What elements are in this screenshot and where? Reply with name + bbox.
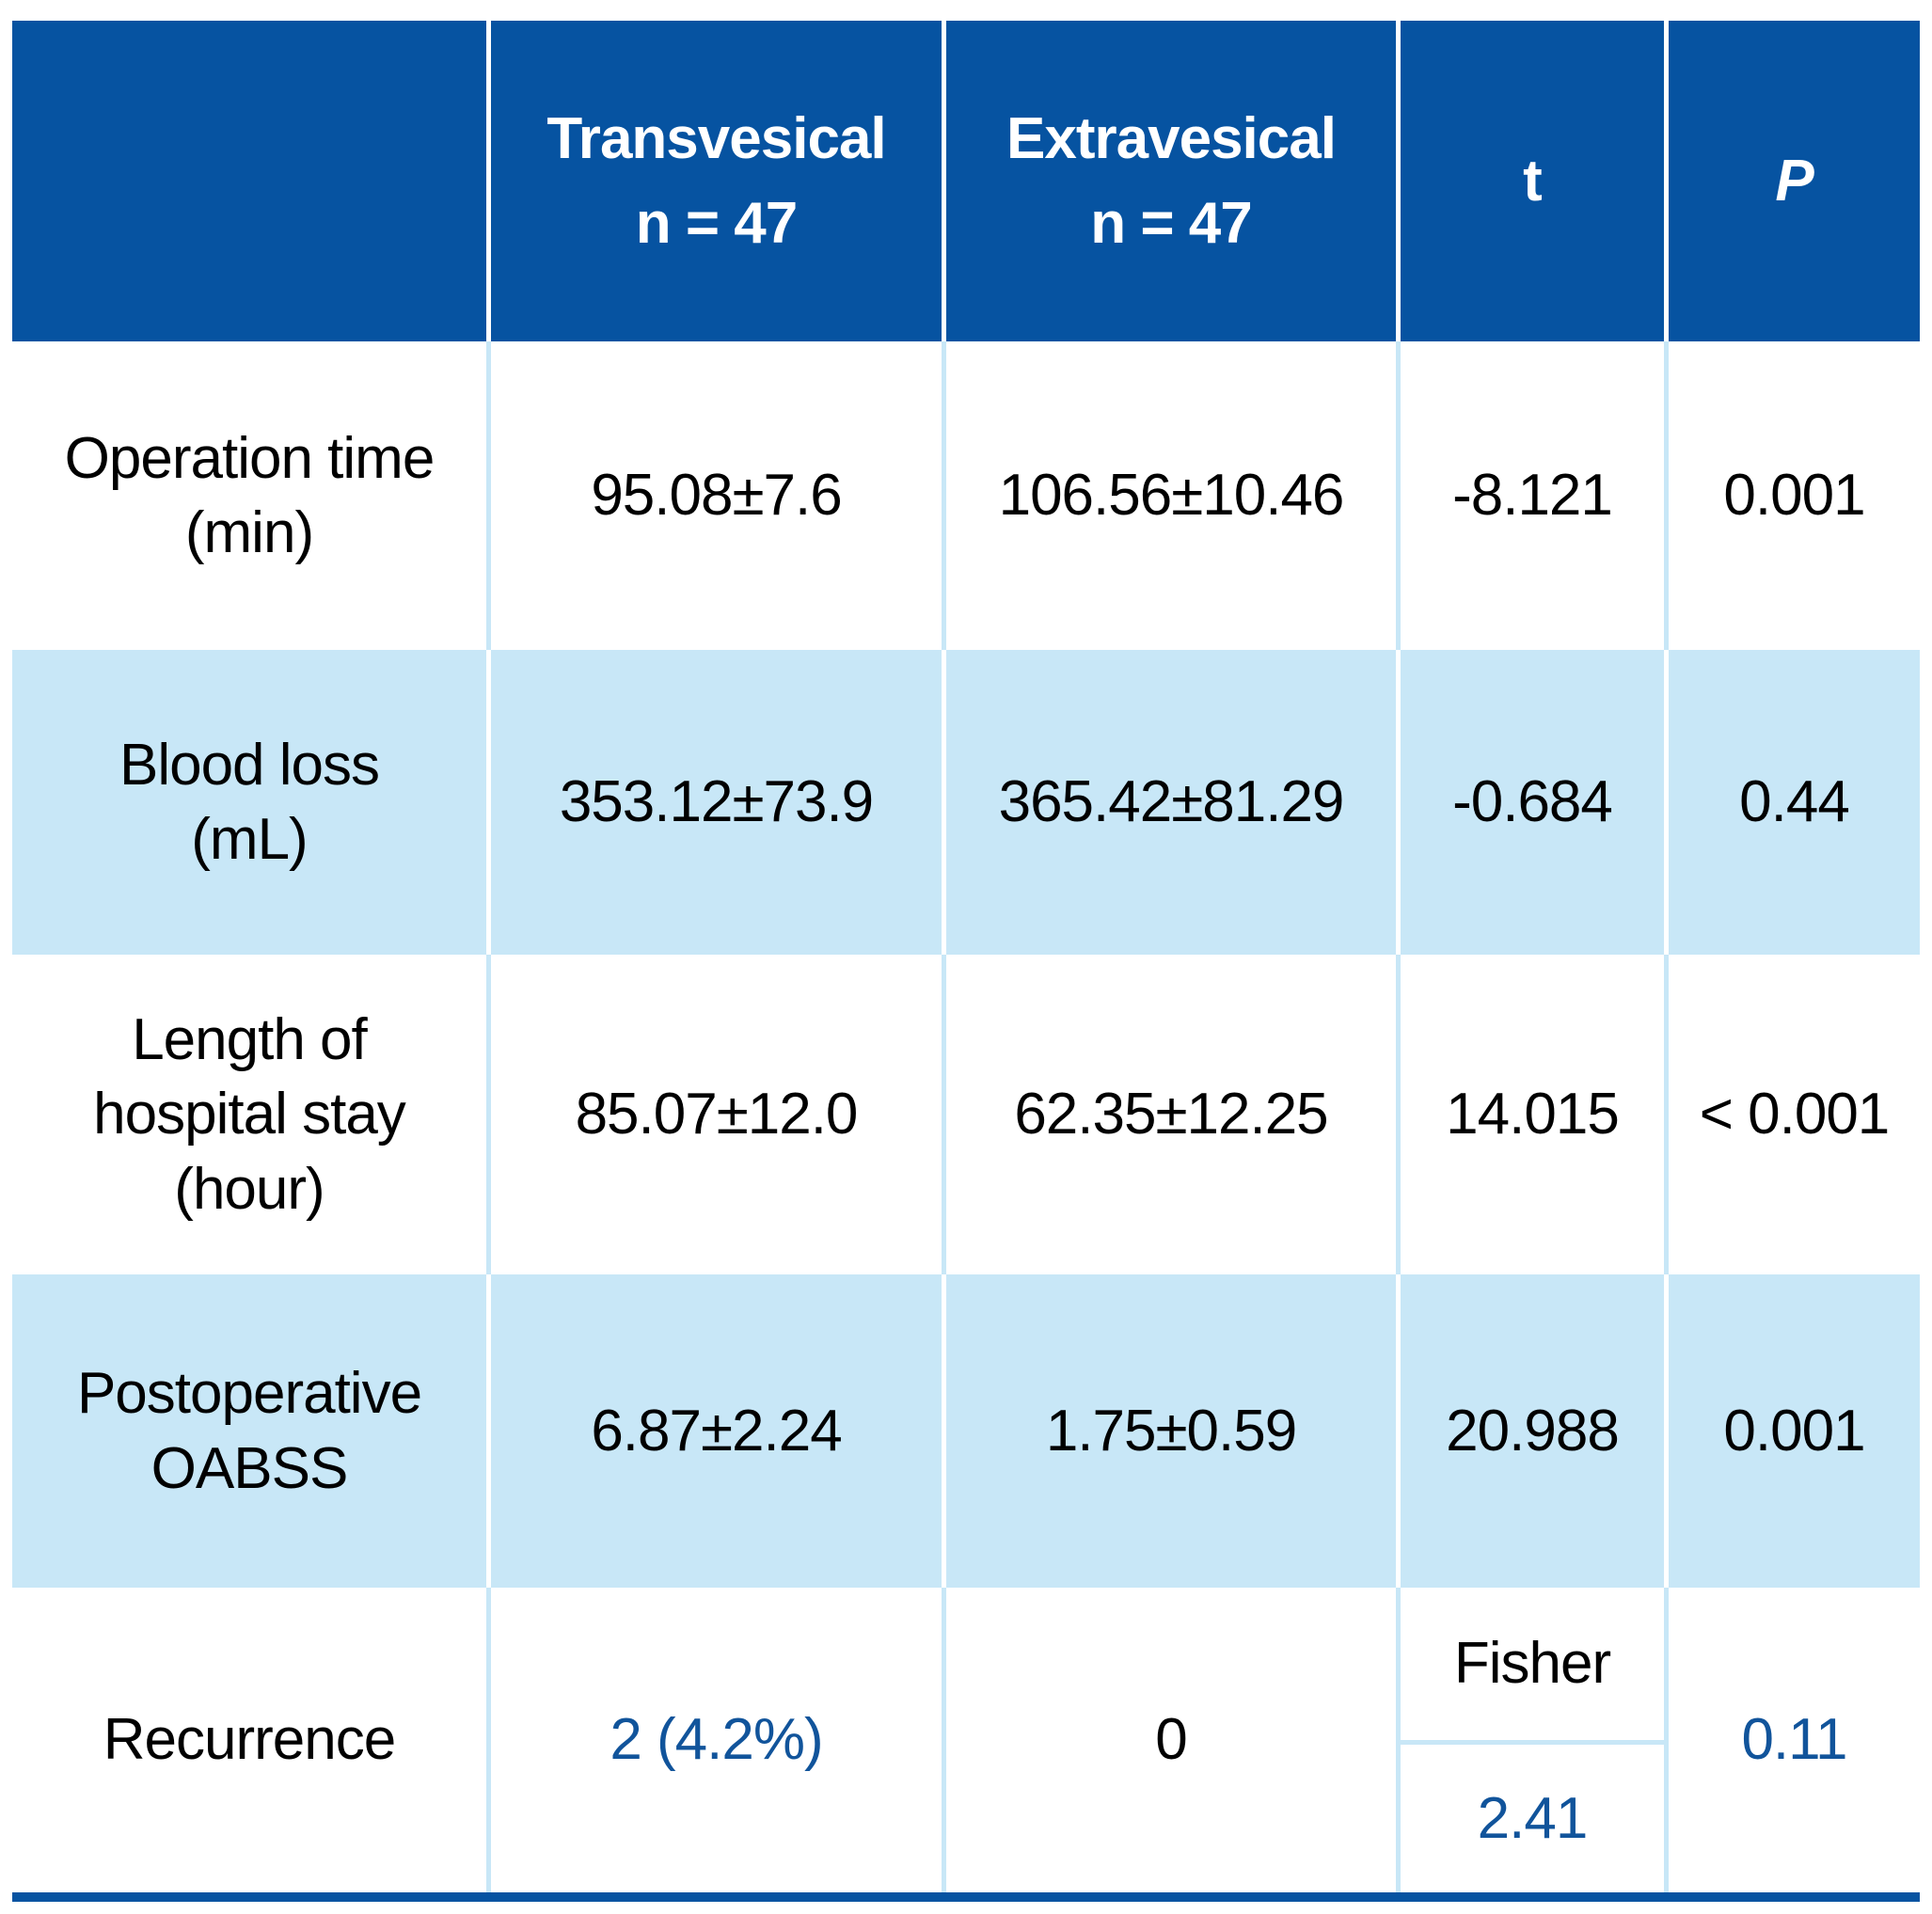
value-blood-loss-transvesical: 353.12±73.9 — [486, 650, 942, 955]
header-cell-extravesical: Extravesical n = 47 — [942, 21, 1396, 341]
header-cell-p: P — [1664, 21, 1920, 341]
row-label-operation-time: Operation time (min) — [64, 425, 435, 565]
value-hospital-stay-t: 14.015 — [1396, 955, 1664, 1274]
comparison-table: Transvesical n = 47 Extravesical n = 47 … — [12, 21, 1920, 1902]
value-recurrence-test-statistic: 2.41 — [1401, 1740, 1664, 1892]
value-oabss-t: 20.988 — [1396, 1274, 1664, 1588]
value-operation-time-t: -8.121 — [1396, 341, 1664, 650]
value-hospital-stay-p: < 0.001 — [1664, 955, 1920, 1274]
table-bottom-border — [12, 1892, 1920, 1902]
value-blood-loss-t: -0.684 — [1396, 650, 1664, 955]
row-label-postoperative-oabss: Postoperative OABSS — [12, 1274, 486, 1588]
value-operation-time-extravesical: 106.56±10.46 — [942, 341, 1396, 650]
value-recurrence-transvesical: 2 (4.2%) — [486, 1588, 942, 1892]
value-blood-loss-p: 0.44 — [1664, 650, 1920, 955]
value-hospital-stay-extravesical: 62.35±12.25 — [942, 955, 1396, 1274]
row-label-blood-loss: Blood loss (mL) — [12, 650, 486, 955]
row-label-recurrence: Recurrence — [103, 1707, 396, 1773]
value-blood-loss-extravesical: 365.42±81.29 — [942, 650, 1396, 955]
header-cell-t: t — [1396, 21, 1664, 341]
value-oabss-p: 0.001 — [1664, 1274, 1920, 1588]
value-oabss-transvesical: 6.87±2.24 — [486, 1274, 942, 1588]
value-oabss-extravesical: 1.75±0.59 — [942, 1274, 1396, 1588]
value-operation-time-p: 0.001 — [1664, 341, 1920, 650]
value-recurrence-p: 0.11 — [1664, 1588, 1920, 1892]
value-recurrence-t-split-cell: Fisher 2.41 — [1396, 1588, 1664, 1892]
row-label-hospital-stay: Length of hospital stay (hour) — [93, 1006, 406, 1222]
value-hospital-stay-transvesical: 85.07±12.0 — [486, 955, 942, 1274]
header-cell-empty — [12, 21, 486, 341]
value-recurrence-extravesical: 0 — [942, 1588, 1396, 1892]
value-operation-time-transvesical: 95.08±7.6 — [486, 341, 942, 650]
header-cell-transvesical: Transvesical n = 47 — [486, 21, 942, 341]
value-recurrence-test-name: Fisher — [1453, 1631, 1611, 1697]
